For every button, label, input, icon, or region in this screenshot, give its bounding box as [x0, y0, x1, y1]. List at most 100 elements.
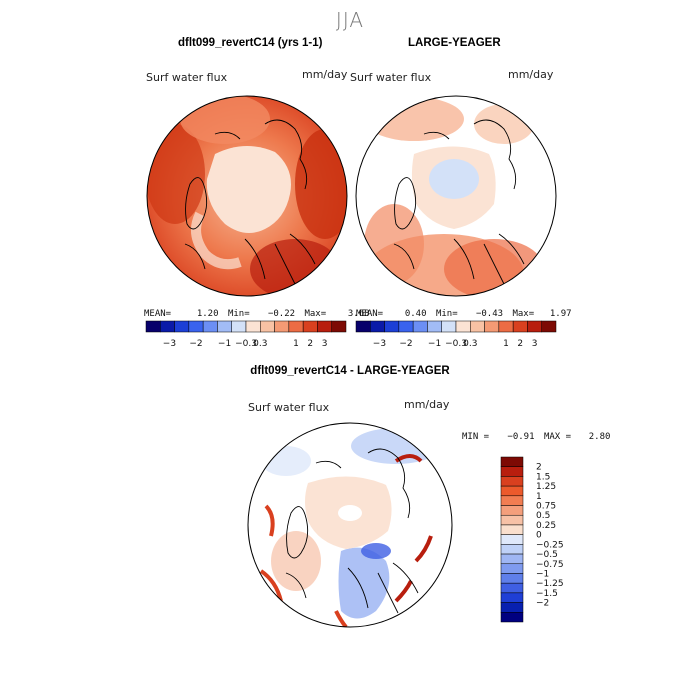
panel1-colorbar-tick-label: 1 — [293, 339, 299, 349]
panel2-coastline-america — [393, 131, 450, 270]
panel3-colorbar-swatch — [500, 612, 524, 623]
panel2-colorbar-tick-label: −2 — [399, 339, 412, 349]
panel1-coastline-america — [184, 131, 241, 270]
panel1-colorbar: −3 −2 −1 −0.30.3 1 2 3 — [145, 320, 347, 349]
panel1-coastline-eurasia — [244, 233, 316, 285]
panel2-colorbar-swatch — [384, 320, 400, 333]
panel1-colorbar-swatch — [260, 320, 275, 333]
panel3-colorbar-swatch — [500, 573, 524, 584]
panel3-colorbar-swatch — [500, 495, 524, 506]
panel3-coastline-eurasia — [347, 562, 419, 614]
panel1-max-value: 3.68 — [347, 309, 370, 319]
panel1-colorbar-swatch — [302, 320, 318, 333]
panel2-colorbar-swatch — [484, 320, 500, 333]
panel3-colorbar-tick-label: 1.25 — [536, 482, 556, 492]
panel2-colorbar-swatch — [370, 320, 385, 333]
panel3-colorbar-tick-label: 1 — [536, 492, 542, 502]
panel1-map-border — [146, 95, 348, 297]
panel3-colorbar-swatch — [500, 602, 524, 613]
panel2-colorbar-swatch — [427, 320, 442, 333]
panel1-colorbar-swatch — [202, 320, 218, 333]
panel1-colorbar-tick-label: −0.3 — [235, 339, 257, 349]
panel3-greenland-outline — [286, 506, 309, 559]
panel3-colorbar-swatch — [500, 505, 524, 516]
panel1-colorbar-swatch — [217, 320, 232, 333]
panel3-colorbar-swatch — [500, 514, 524, 526]
panel1-mean-value: 1.20 — [196, 309, 219, 319]
panel2-colorbar-tick-label: 1 — [503, 339, 509, 349]
panel2-colorbar-swatch — [398, 320, 414, 333]
panel2-units: mm/day — [508, 68, 554, 81]
panel2-greenland-outline — [394, 177, 417, 230]
panel3-colorbar-tick-label: 0.75 — [536, 502, 556, 512]
panel3-coastline-america — [285, 460, 342, 599]
panel1-colorbar-swatch — [288, 320, 304, 333]
panel3-colorbar-tick-label: −1 — [536, 569, 549, 579]
panel3-colorbar-tick-label: −1.5 — [536, 589, 558, 599]
panel1-colorbar-swatch — [160, 320, 175, 333]
panel3-map — [247, 422, 453, 628]
panel2-colorbar-tick-label: 0.3 — [463, 339, 477, 349]
panel3-colorbar-swatch — [500, 592, 524, 603]
panel2-min-label: Min= — [435, 309, 458, 319]
panel1-colorbar-tick-label: −1 — [218, 339, 231, 349]
panel3-colorbar-swatch — [500, 534, 524, 545]
panel2-stats: MEAN= 0.40 Min= −0.43 Max= 1.97 — [356, 309, 572, 319]
panel3-colorbar-swatch — [500, 466, 524, 477]
panel3-colorbar-tick-label: 1.5 — [536, 472, 550, 482]
panel1-colorbar-tick-label: 3 — [322, 339, 328, 349]
panel3-colorbar-swatch — [500, 485, 524, 497]
panel3-colorbar-swatch — [500, 544, 524, 555]
panel2-min-value: −0.43 — [475, 309, 504, 319]
panel2-colorbar-tick-label: 2 — [517, 339, 523, 349]
panel3-variable: Surf water flux — [248, 401, 330, 414]
panel2-colorbar-swatch — [441, 320, 457, 333]
panel1-colorbar-swatch — [145, 320, 161, 333]
panel1-colorbar-tick-label: −2 — [189, 339, 202, 349]
panel3-colorbar-tick-label: 0.25 — [536, 521, 556, 531]
panel2-colorbar-swatch — [512, 320, 528, 333]
panel3-colorbar-tick-label: −1.25 — [536, 579, 564, 589]
panel3-colorbar-tick-label: −0.5 — [536, 550, 558, 560]
panel2-colorbar-tick-label: −1 — [428, 339, 441, 349]
panel2-coastline-eurasia — [453, 233, 525, 285]
panel2-colorbar-swatch — [498, 320, 514, 333]
panel1-colorbar-tick-label: −3 — [163, 339, 176, 349]
panel1-colorbar-tick-label: 0.3 — [253, 339, 267, 349]
panel2-arctic-ocean — [429, 159, 479, 199]
panel3-stats: MIN = −0.91 MAX = 2.80 — [462, 432, 610, 442]
panel2-map — [355, 95, 557, 297]
panel3-coastline — [367, 448, 411, 519]
panel2-colorbar-tick-label: −3 — [373, 339, 386, 349]
panel3-colorbar-swatch — [500, 582, 524, 594]
panel1-colorbar-swatch — [188, 320, 204, 333]
panel2-colorbar-tick-label: −0.3 — [445, 339, 467, 349]
panel3-title: dflt099_revertC14 - LARGE-YEAGER — [250, 365, 450, 377]
panel1-max-label: Max= — [304, 309, 327, 319]
panel3-colorbar-tick-label: −2 — [536, 599, 549, 609]
panel2-colorbar-swatch — [455, 320, 471, 333]
panel3-units: mm/day — [404, 398, 450, 411]
panel3-colorbar-tick-label: 0.5 — [536, 511, 550, 521]
panel2-colorbar-tick-label: 3 — [532, 339, 538, 349]
panel1-colorbar-swatch — [245, 320, 261, 333]
panel2-title: LARGE-YEAGER — [408, 37, 501, 49]
panel1-units: mm/day — [302, 68, 348, 81]
panel3-colorbar: 21.51.2510.750.50.250−0.25−0.5−0.75−1−1.… — [500, 456, 564, 623]
panel2-colorbar: −3 −2 −1 −0.30.3 1 2 3 — [355, 320, 557, 349]
panel2-max-value: 1.97 — [549, 309, 572, 319]
panel1-colorbar-swatch — [331, 320, 347, 333]
panel2-variable: Surf water flux — [350, 71, 432, 84]
panel1-colorbar-swatch — [174, 320, 190, 333]
panel3-min-label: MIN = — [462, 432, 490, 442]
panel1-colorbar-swatch — [274, 320, 290, 333]
panel1-coastline — [264, 119, 308, 190]
panel1-title: dflt099_revertC14 (yrs 1-1) — [178, 37, 323, 49]
panel2-colorbar-swatch — [355, 320, 371, 333]
panel2-colorbar-swatch — [527, 320, 542, 333]
panel2-colorbar-swatch — [412, 320, 428, 333]
panel1-greenland-outline — [185, 177, 208, 230]
panel3-colorbar-tick-label: 0 — [536, 531, 542, 541]
panel3-colorbar-swatch — [500, 553, 524, 565]
panel2-max-label: Max= — [512, 309, 535, 319]
